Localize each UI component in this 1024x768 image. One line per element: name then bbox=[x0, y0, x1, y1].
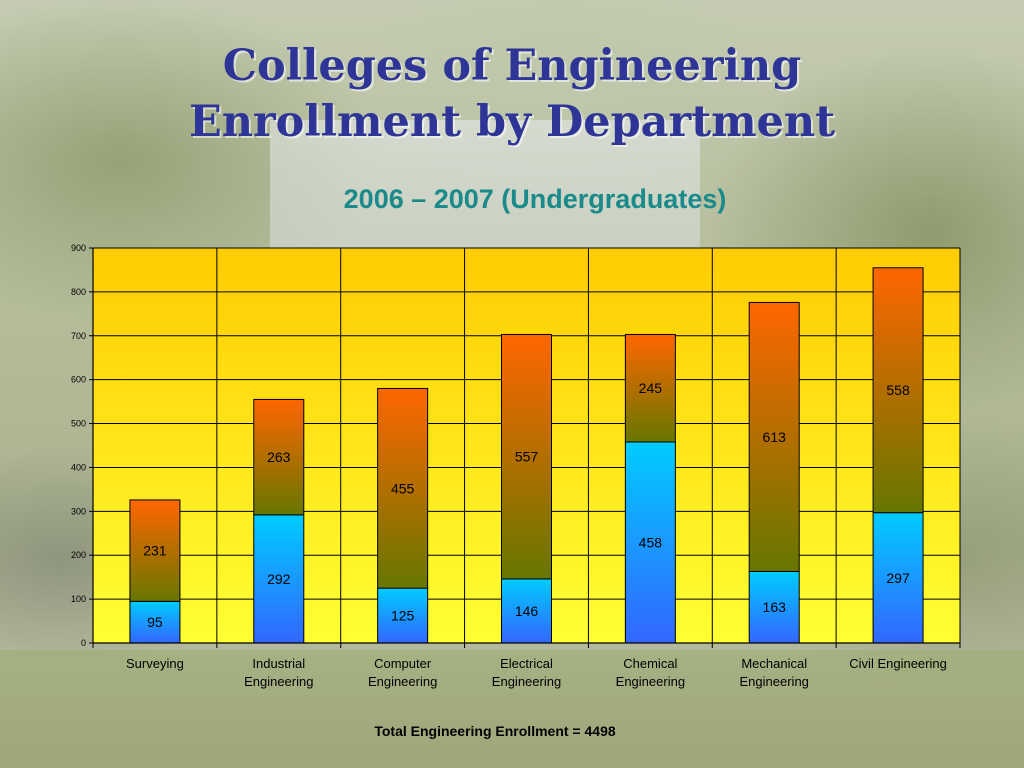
bar-upper-segment bbox=[377, 387, 429, 589]
x-category-label-line: Engineering bbox=[244, 674, 313, 689]
x-category-label-line: Engineering bbox=[616, 674, 685, 689]
y-tick-label: 300 bbox=[71, 506, 86, 516]
x-category-label-line: Surveying bbox=[126, 656, 184, 671]
x-category-label-line: Engineering bbox=[740, 674, 809, 689]
slide-title-line-2: Enrollment by Department bbox=[188, 97, 836, 147]
data-label-lower: 95 bbox=[147, 614, 163, 630]
data-label-upper: 558 bbox=[886, 382, 910, 398]
chart-subtitle: 2006 – 2007 (Undergraduates) bbox=[343, 184, 727, 214]
data-label-upper: 263 bbox=[267, 449, 291, 465]
x-category-label: Civil Engineering bbox=[849, 656, 947, 671]
data-label-lower: 297 bbox=[886, 570, 910, 586]
x-category-label: Industrial Engineering bbox=[244, 656, 313, 689]
bar-upper-segment bbox=[748, 301, 800, 572]
bar-lower-segment bbox=[624, 441, 676, 644]
x-category-label-line: Engineering bbox=[492, 674, 561, 689]
background-building bbox=[270, 120, 700, 250]
bar-lower-segment bbox=[129, 600, 181, 644]
x-category-label-line: Engineering bbox=[368, 674, 437, 689]
data-label-lower: 292 bbox=[267, 571, 291, 587]
x-category-label: Chemical Engineering bbox=[616, 656, 685, 689]
y-tick-label: 900 bbox=[71, 243, 86, 253]
data-label-upper: 613 bbox=[763, 429, 787, 445]
bar-upper-segment bbox=[253, 398, 305, 516]
bar-upper-segment bbox=[129, 499, 181, 602]
data-label-lower: 146 bbox=[515, 603, 539, 619]
y-tick-label: 800 bbox=[71, 287, 86, 297]
bar-lower-segment bbox=[253, 514, 305, 644]
data-label-lower: 125 bbox=[391, 608, 415, 624]
x-category-label-line: Mechanical bbox=[741, 656, 807, 671]
x-category-label: Electrical Engineering bbox=[492, 656, 561, 689]
y-tick-label: 200 bbox=[71, 550, 86, 560]
slide-title: Colleges of Engineering Enrollment by De… bbox=[0, 38, 1024, 150]
y-tick-label: 100 bbox=[71, 594, 86, 604]
x-category-label: Computer Engineering bbox=[368, 656, 437, 689]
data-label-upper: 455 bbox=[391, 480, 415, 496]
x-category-label: Mechanical Engineering bbox=[740, 656, 809, 689]
y-tick-label: 0 bbox=[81, 638, 86, 648]
y-tick-label: 600 bbox=[71, 375, 86, 385]
data-label-upper: 231 bbox=[143, 543, 167, 559]
bar-upper-segment bbox=[624, 333, 676, 443]
y-tick-label: 400 bbox=[71, 462, 86, 472]
slide-title-line-1: Colleges of Engineering bbox=[222, 41, 802, 91]
data-label-upper: 245 bbox=[639, 380, 663, 396]
x-category-label: Surveying bbox=[126, 656, 184, 671]
x-category-label-line: Civil Engineering bbox=[849, 656, 947, 671]
x-category-label-line: Computer bbox=[374, 656, 432, 671]
total-enrollment-note: Total Engineering Enrollment = 4498 bbox=[374, 723, 616, 739]
bar-upper-segment bbox=[872, 267, 924, 514]
bar-lower-segment bbox=[501, 578, 552, 644]
x-category-label-line: Electrical bbox=[500, 656, 553, 671]
bar-upper-segment bbox=[501, 333, 552, 580]
x-category-label-line: Industrial bbox=[252, 656, 305, 671]
data-label-lower: 458 bbox=[639, 534, 663, 550]
bar-lower-segment bbox=[872, 512, 924, 644]
background-lawn bbox=[0, 650, 1024, 768]
data-label-upper: 557 bbox=[515, 449, 539, 465]
data-label-lower: 163 bbox=[763, 599, 787, 615]
y-tick-label: 500 bbox=[71, 419, 86, 429]
bar-lower-segment bbox=[377, 587, 429, 644]
y-tick-label: 700 bbox=[71, 331, 86, 341]
x-category-label-line: Chemical bbox=[623, 656, 677, 671]
